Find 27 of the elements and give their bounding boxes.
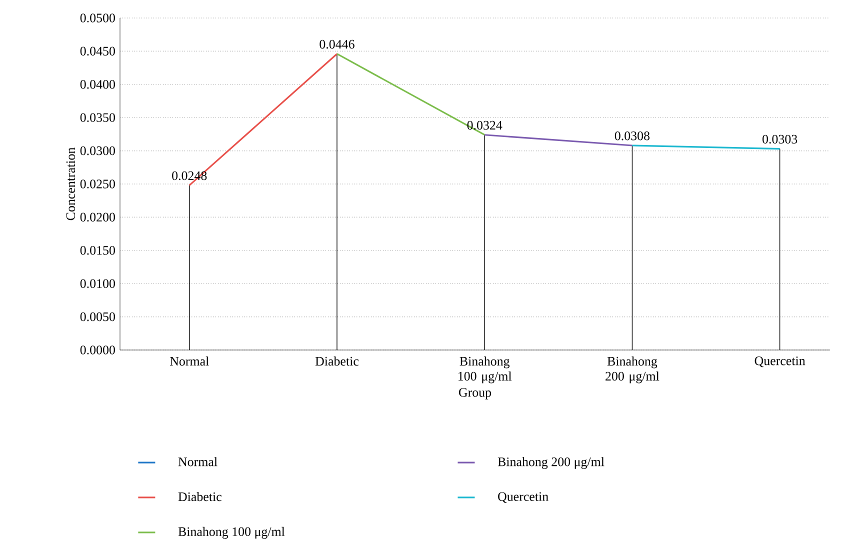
y-tick-label: 0.0400	[80, 80, 115, 89]
legend-label: Binahong 200 μg/ml	[498, 457, 604, 469]
y-tick-label: 0.0200	[80, 212, 115, 222]
x-tick-label: Binahong 200 μg/ml	[606, 356, 660, 384]
data-label: 0.0324	[467, 120, 502, 130]
y-tick-label: 0.0500	[80, 14, 115, 22]
legend-label: Quercetin	[498, 492, 548, 503]
legend-label: Normal	[178, 457, 218, 466]
y-tick-label: 0.0050	[80, 312, 115, 322]
x-tick-label: Diabetic	[315, 356, 359, 366]
y-tick-label: 0.0450	[80, 46, 115, 56]
x-tick-label: Binahong 100 μg/ml	[458, 356, 512, 384]
data-label: 0.0446	[320, 40, 354, 49]
data-label: 0.0308	[614, 131, 650, 140]
y-tick-label: 0.0250	[80, 180, 115, 188]
data-label: 0.0303	[762, 134, 798, 144]
y-tick-label: 0.0000	[80, 346, 115, 354]
legend-label: Diabetic	[178, 492, 222, 502]
x-axis-title: Group	[458, 388, 492, 400]
y-tick-label: 0.0300	[80, 146, 115, 156]
y-tick-label: 0.0100	[80, 279, 115, 288]
y-axis-title: Concentration	[66, 147, 76, 220]
legend-label: Binahong 100 μg/ml	[178, 526, 285, 539]
x-tick-label: Quercetin	[754, 356, 806, 368]
y-tick-label: 0.0350	[80, 113, 115, 122]
x-tick-label: Normal	[170, 356, 209, 366]
y-tick-label: 0.0150	[80, 246, 115, 255]
